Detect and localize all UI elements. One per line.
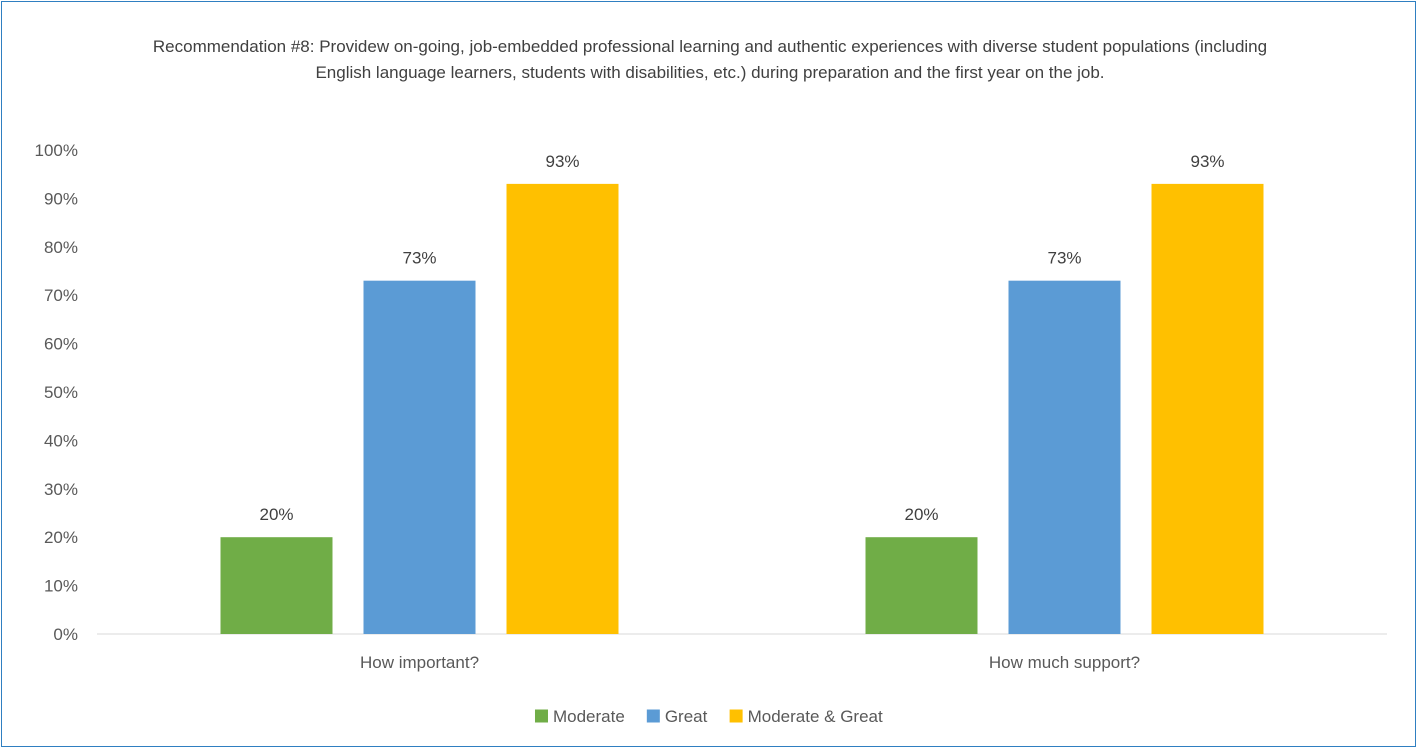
y-tick-label: 30% bbox=[44, 480, 78, 499]
data-label: 20% bbox=[259, 505, 293, 524]
bar-moderate bbox=[220, 537, 333, 634]
bar-moderate-great bbox=[1151, 183, 1264, 634]
bar-moderate-great bbox=[506, 183, 619, 634]
legend-swatch-moderate bbox=[534, 709, 548, 723]
legend-label: Moderate & Great bbox=[748, 707, 883, 726]
legend-label: Moderate bbox=[553, 707, 625, 726]
category-label: How much support? bbox=[989, 653, 1140, 672]
y-tick-label: 10% bbox=[44, 577, 78, 596]
chart-title: Recommendation #8: Providew on-going, jo… bbox=[152, 37, 1268, 82]
y-tick-label: 0% bbox=[53, 625, 78, 644]
y-tick-label: 40% bbox=[44, 431, 78, 450]
y-tick-label: 70% bbox=[44, 286, 78, 305]
data-label: 73% bbox=[1047, 249, 1081, 268]
data-label: 93% bbox=[1190, 152, 1224, 171]
data-label: 73% bbox=[402, 249, 436, 268]
legend-label: Great bbox=[665, 707, 708, 726]
legend-swatch-great bbox=[646, 709, 660, 723]
y-tick-label: 20% bbox=[44, 528, 78, 547]
y-tick-label: 90% bbox=[44, 189, 78, 208]
y-tick-label: 80% bbox=[44, 238, 78, 257]
data-label: 93% bbox=[545, 152, 579, 171]
category-label: How important? bbox=[360, 653, 479, 672]
data-label: 20% bbox=[904, 505, 938, 524]
y-tick-label: 50% bbox=[44, 383, 78, 402]
y-tick-label: 100% bbox=[35, 141, 78, 160]
legend-swatch-moderate-great bbox=[729, 709, 743, 723]
bar-moderate bbox=[865, 537, 978, 634]
bar-great bbox=[363, 280, 476, 634]
y-tick-label: 60% bbox=[44, 335, 78, 354]
bar-great bbox=[1008, 280, 1121, 634]
